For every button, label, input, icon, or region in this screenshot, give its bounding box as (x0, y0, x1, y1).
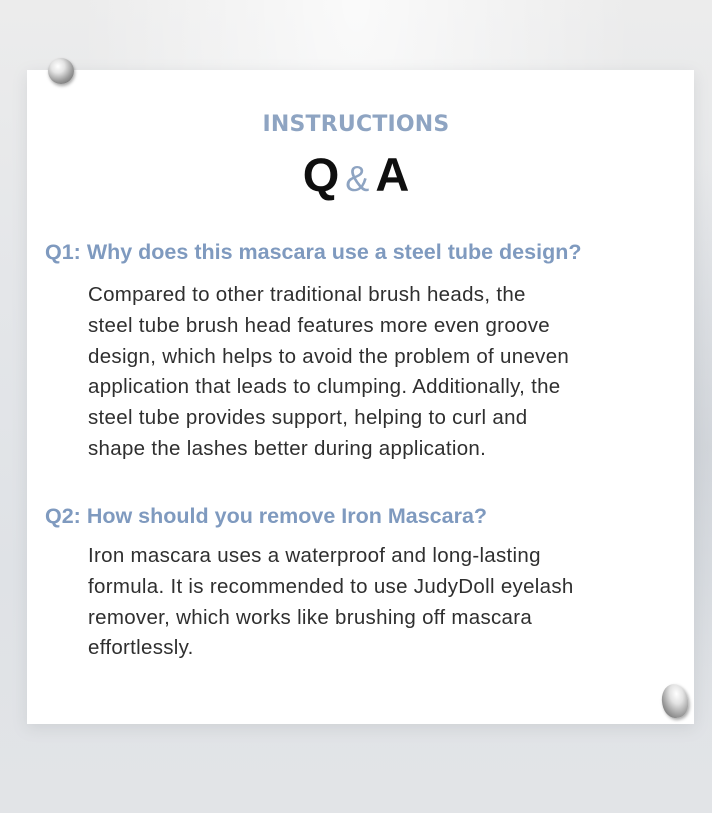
answer-line: steel tube brush head features more even… (88, 313, 550, 337)
answer-line: effortlessly. (88, 636, 194, 660)
answer-line: steel tube provides support, helping to … (88, 406, 528, 430)
answer-line: remover, which works like brushing off m… (88, 605, 533, 629)
answer-line: design, which helps to avoid the problem… (88, 344, 570, 368)
pushpin-icon (48, 58, 74, 84)
section-eyebrow: INSTRUCTIONS (262, 112, 450, 137)
faq-answer-2: Iron mascara uses a waterproof and long-… (88, 541, 666, 664)
faq-answer-1: Compared to other traditional brush head… (88, 280, 666, 465)
answer-line: application that leads to clumping. Addi… (88, 375, 561, 399)
answer-line: shape the lashes better during applicati… (88, 436, 487, 460)
title-ampersand: & (345, 158, 370, 199)
answer-line: formula. It is recommended to use JudyDo… (88, 574, 574, 598)
title-a: A (375, 148, 410, 201)
title-q: Q (302, 148, 340, 201)
answer-line: Compared to other traditional brush head… (88, 283, 526, 306)
faq-question-1: Q1: Why does this mascara use a steel tu… (45, 240, 582, 264)
answer-line: Iron mascara uses a waterproof and long-… (88, 544, 541, 567)
page-title: Q & A (0, 148, 712, 213)
instruction-card (27, 70, 694, 724)
faq-question-2: Q2: How should you remove Iron Mascara? (45, 504, 488, 528)
